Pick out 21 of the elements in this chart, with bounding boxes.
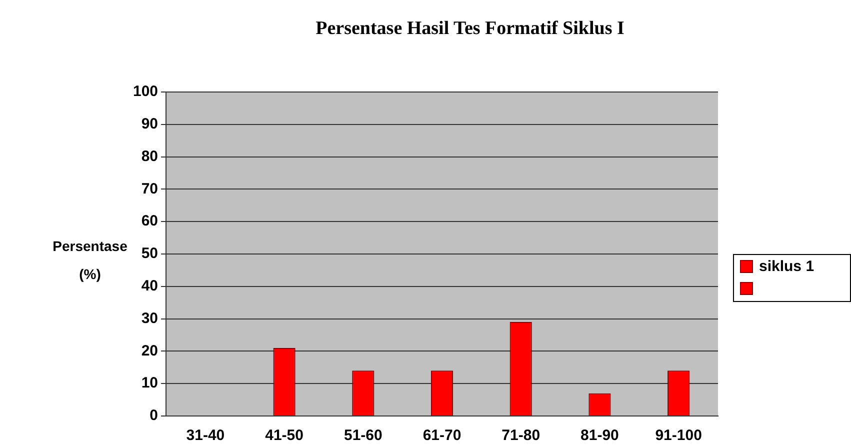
x-tick-label: 81-90 bbox=[580, 427, 619, 444]
y-tick-label: 90 bbox=[141, 116, 158, 133]
y-tick-label: 30 bbox=[141, 310, 158, 327]
y-tick-label: 50 bbox=[141, 245, 158, 262]
y-tick-label: 0 bbox=[150, 407, 158, 424]
y-tick-label: 80 bbox=[141, 148, 158, 165]
legend-label: siklus 1 bbox=[759, 258, 814, 274]
x-tick-label: 41-50 bbox=[265, 427, 304, 444]
x-tick-label: 31-40 bbox=[186, 427, 225, 444]
x-tick-label: 71-80 bbox=[502, 427, 540, 444]
y-tick-label: 70 bbox=[141, 180, 158, 198]
x-tick-label: 51-60 bbox=[344, 427, 382, 444]
y-tick-label: 10 bbox=[141, 374, 158, 392]
y-axis-title: Persentase (%) bbox=[52, 237, 128, 284]
y-tick-label: 60 bbox=[141, 212, 158, 230]
x-tick-label: 61-70 bbox=[422, 427, 462, 444]
chart-title: Persentase Hasil Tes Formatif Siklus I bbox=[314, 18, 626, 40]
x-tick-label: 91-100 bbox=[655, 427, 702, 444]
y-tick-label: 40 bbox=[141, 278, 158, 295]
y-tick-label: 100 bbox=[132, 83, 158, 100]
y-tick-label: 20 bbox=[141, 342, 158, 360]
